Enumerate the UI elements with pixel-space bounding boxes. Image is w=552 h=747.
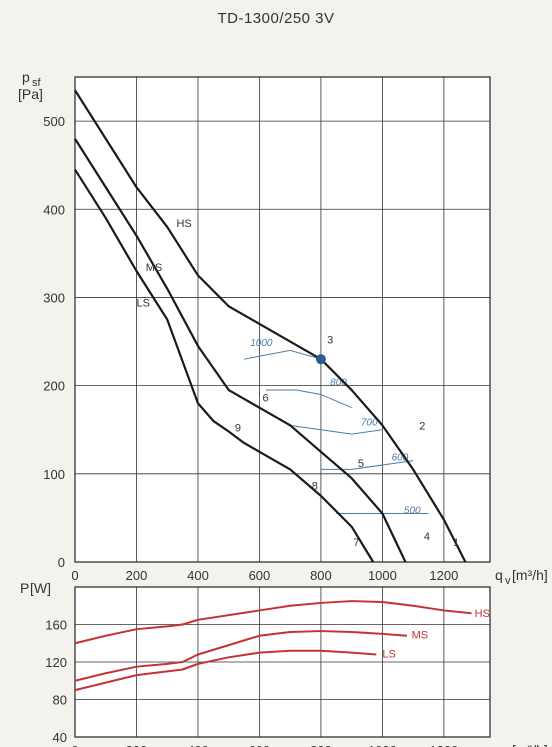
svg-text:400: 400 — [43, 202, 65, 217]
svg-text:160: 160 — [45, 618, 67, 633]
svg-text:3: 3 — [327, 334, 333, 346]
svg-text:1000: 1000 — [368, 568, 397, 583]
svg-text:120: 120 — [45, 655, 67, 670]
svg-text:500: 500 — [43, 114, 65, 129]
svg-text:100: 100 — [43, 467, 65, 482]
svg-text:40: 40 — [53, 730, 67, 745]
svg-text:5: 5 — [358, 458, 364, 470]
svg-text:4: 4 — [424, 531, 430, 543]
svg-text:[W]: [W] — [30, 580, 51, 596]
svg-text:[Pa]: [Pa] — [18, 86, 43, 102]
svg-text:600: 600 — [249, 568, 271, 583]
svg-text:[m³/h]: [m³/h] — [512, 742, 548, 747]
svg-text:P: P — [20, 580, 29, 596]
svg-text:LS: LS — [382, 648, 395, 660]
svg-text:9: 9 — [235, 422, 241, 434]
svg-text:200: 200 — [126, 568, 148, 583]
svg-text:1: 1 — [453, 537, 459, 549]
svg-text:q: q — [495, 567, 503, 583]
svg-text:MS: MS — [412, 630, 429, 642]
svg-text:7: 7 — [353, 537, 359, 549]
svg-text:q: q — [495, 742, 503, 747]
svg-text:[m³/h]: [m³/h] — [512, 567, 548, 583]
svg-text:LS: LS — [136, 297, 149, 309]
svg-text:0: 0 — [71, 568, 78, 583]
chart-title: TD-1300/250 3V — [0, 0, 552, 27]
svg-text:1000: 1000 — [250, 338, 273, 349]
svg-text:300: 300 — [43, 290, 65, 305]
svg-text:200: 200 — [43, 379, 65, 394]
svg-text:HS: HS — [475, 608, 490, 620]
chart-canvas: 0200400600800100012001002003004005000psf… — [0, 27, 552, 747]
svg-text:p: p — [22, 69, 30, 85]
svg-text:1200: 1200 — [429, 568, 458, 583]
svg-text:2: 2 — [419, 421, 425, 433]
svg-text:v: v — [505, 575, 511, 587]
svg-text:400: 400 — [187, 568, 209, 583]
svg-text:0: 0 — [58, 555, 65, 570]
svg-text:800: 800 — [310, 568, 332, 583]
svg-text:500: 500 — [404, 506, 421, 517]
svg-text:80: 80 — [53, 693, 67, 708]
svg-text:8: 8 — [312, 481, 318, 493]
svg-text:HS: HS — [176, 218, 191, 230]
svg-text:MS: MS — [146, 262, 163, 274]
svg-text:6: 6 — [263, 393, 269, 405]
